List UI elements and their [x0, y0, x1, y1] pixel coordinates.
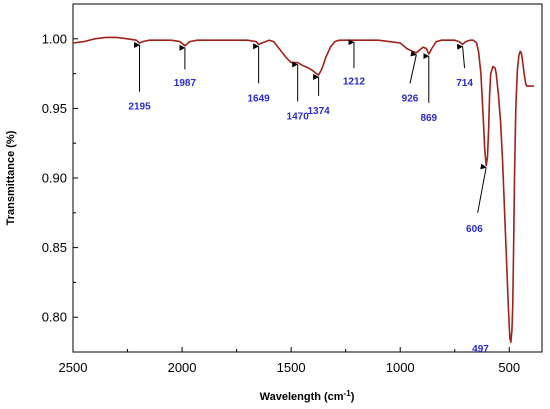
peak-annotation-label: 869: [420, 113, 437, 124]
y-tick-label: 0.85: [42, 240, 67, 255]
y-tick-label: 1.00: [42, 31, 67, 46]
transmittance-series-line: [72, 36, 535, 344]
peak-annotation-label: 606: [466, 224, 483, 235]
peak-annotation-label: 1649: [248, 93, 271, 104]
peak-annotation-label: 1987: [174, 78, 197, 89]
y-axis-title: Transmittance (%): [5, 130, 17, 225]
peak-annotation-label: 2195: [128, 102, 151, 113]
plot-area-frame: [72, 3, 543, 353]
y-axis: 1.00 0.95 0.90 0.85 0.80: [42, 31, 78, 325]
y-tick-label: 0.90: [42, 171, 67, 186]
x-tick-label: 500: [498, 360, 520, 375]
peak-annotation-arrow: [477, 163, 487, 213]
peak-annotation-label: 1374: [308, 106, 331, 117]
y-tick-label: 0.80: [42, 310, 67, 325]
peak-annotation-label: 926: [402, 93, 419, 104]
y-tick-label: 0.95: [42, 101, 67, 116]
peak-annotation-label: 1212: [343, 77, 366, 88]
peak-annotation-label: 1470: [287, 111, 310, 122]
x-tick-label: 2500: [59, 360, 88, 375]
peak-annotation-arrow: [409, 50, 417, 84]
peak-annotation-arrow: [456, 43, 466, 69]
peak-annotation-label: 497: [472, 344, 489, 355]
x-axis: 2500 2000 1500 1000 500: [59, 347, 520, 375]
peak-annotation-label: 714: [456, 78, 473, 89]
x-tick-label: 2000: [168, 360, 197, 375]
series-layer: [72, 36, 535, 344]
x-axis-title: Wavelength (cm-1): [260, 389, 355, 403]
x-tick-label: 1000: [386, 360, 415, 375]
x-tick-label: 1500: [277, 360, 306, 375]
